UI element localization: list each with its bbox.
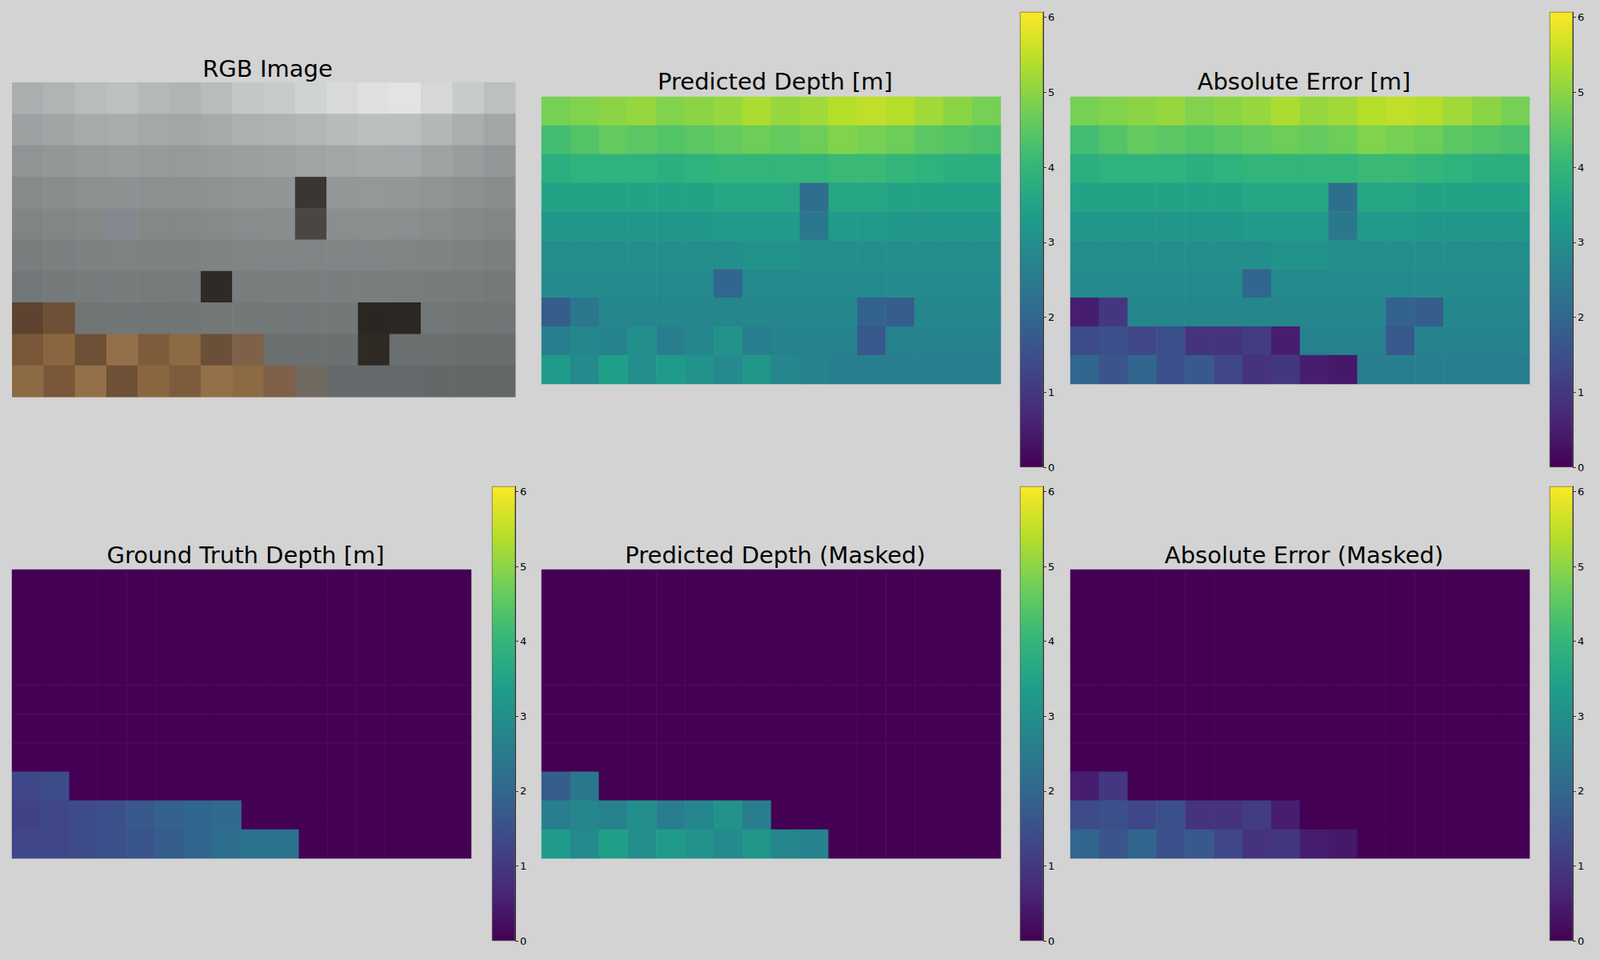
svg-text:6: 6 [1577,485,1584,498]
svg-text:2: 2 [1577,784,1584,797]
svg-text:4: 4 [1577,635,1584,648]
svg-text:4: 4 [520,635,527,648]
svg-text:3: 3 [1048,710,1055,723]
svg-text:2: 2 [1577,311,1584,324]
svg-text:0: 0 [520,935,527,948]
svg-text:3: 3 [520,710,527,723]
svg-text:Ground Truth Depth [m]: Ground Truth Depth [m] [106,541,384,569]
svg-text:3: 3 [1048,236,1055,248]
svg-text:Absolute Error [m]: Absolute Error [m] [1197,68,1412,96]
svg-text:Predicted Depth [m]: Predicted Depth [m] [657,68,893,96]
svg-text:5: 5 [1577,86,1584,99]
svg-text:1: 1 [1048,386,1055,399]
svg-text:2: 2 [1048,311,1055,324]
svg-text:0: 0 [1577,461,1584,474]
svg-text:5: 5 [1048,86,1055,99]
svg-text:6: 6 [520,485,527,498]
svg-text:5: 5 [520,560,527,573]
svg-text:6: 6 [1577,11,1584,24]
svg-text:1: 1 [520,860,527,872]
svg-text:3: 3 [1577,710,1584,723]
svg-text:4: 4 [1048,161,1055,174]
svg-text:1: 1 [1577,386,1584,399]
svg-text:2: 2 [520,784,527,797]
svg-text:6: 6 [1048,485,1055,498]
svg-text:1: 1 [1048,860,1055,872]
svg-text:4: 4 [1048,635,1055,648]
svg-text:Predicted Depth (Masked): Predicted Depth (Masked) [624,541,925,569]
svg-text:RGB Image: RGB Image [202,55,333,83]
svg-text:2: 2 [1048,784,1055,797]
svg-text:0: 0 [1048,935,1055,948]
svg-text:1: 1 [1577,860,1584,872]
svg-text:4: 4 [1577,161,1584,174]
svg-text:0: 0 [1577,935,1584,948]
svg-text:0: 0 [1048,461,1055,474]
svg-text:5: 5 [1577,560,1584,573]
svg-text:Absolute Error (Masked): Absolute Error (Masked) [1164,541,1444,569]
svg-text:5: 5 [1048,560,1055,573]
svg-text:3: 3 [1577,236,1584,248]
svg-text:6: 6 [1048,11,1055,24]
